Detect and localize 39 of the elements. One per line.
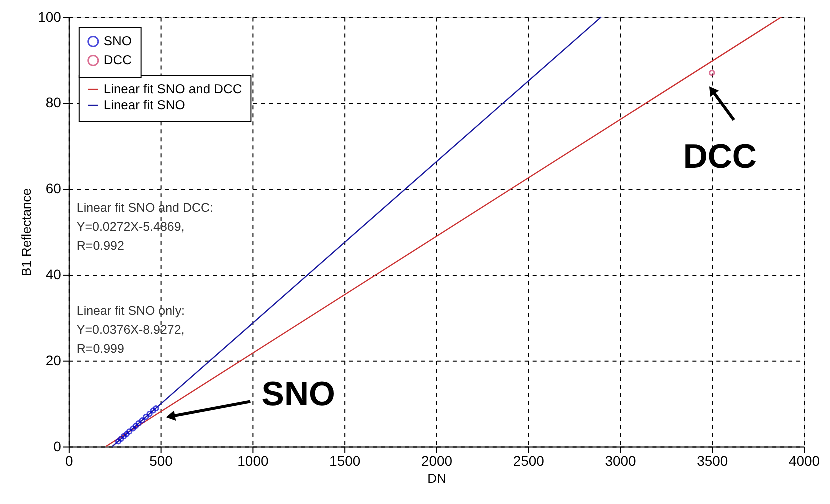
y-tick-label: 100 [38,8,62,25]
y-tick-label: 20 [46,352,62,368]
point [709,70,716,76]
x-axis-title: DN [428,471,446,486]
annotation: Linear fit SNO and DCC: Y=0.0272X-5.4869, R=0.992 [76,201,214,253]
y-tick-label: 80 [46,94,62,111]
point [132,423,140,430]
y-axis-title: B1 Reflectance [19,188,34,276]
x-tick-label: 4000 [788,453,820,470]
annotation: SNO [262,376,336,414]
point [118,436,124,442]
x-tick-label: 3500 [697,453,728,470]
legend-label: Linear fit SNO [104,98,186,113]
y-tick-label: 40 [46,266,62,282]
legend-label: SNO [104,34,132,49]
annotation: DCC [683,138,757,176]
point [120,433,128,440]
point [136,420,142,427]
x-tick-label: 500 [150,453,174,470]
x-tick-label: 1000 [238,453,269,470]
legend-label: DCC [104,52,132,68]
point [143,414,150,420]
x-tick-label: 3000 [605,453,637,470]
point [146,411,153,418]
point [115,438,122,445]
point [124,431,130,438]
legend-label: Linear fit SNO and DCC [104,82,242,97]
x-tick-label: 2000 [421,453,453,470]
y-tick-label: 60 [46,180,62,197]
point [153,405,160,412]
y-tick-label: 0 [54,438,62,454]
x-tick-label: 1500 [330,453,361,470]
point [139,417,146,424]
annotation: Linear fit SNO only: Y=0.0376X-8.9272, R=0.999 [76,304,186,356]
point [150,408,157,414]
point [126,428,133,435]
x-tick-label: 0 [66,453,74,470]
x-tick-label: 2500 [513,453,545,470]
point [130,426,136,432]
